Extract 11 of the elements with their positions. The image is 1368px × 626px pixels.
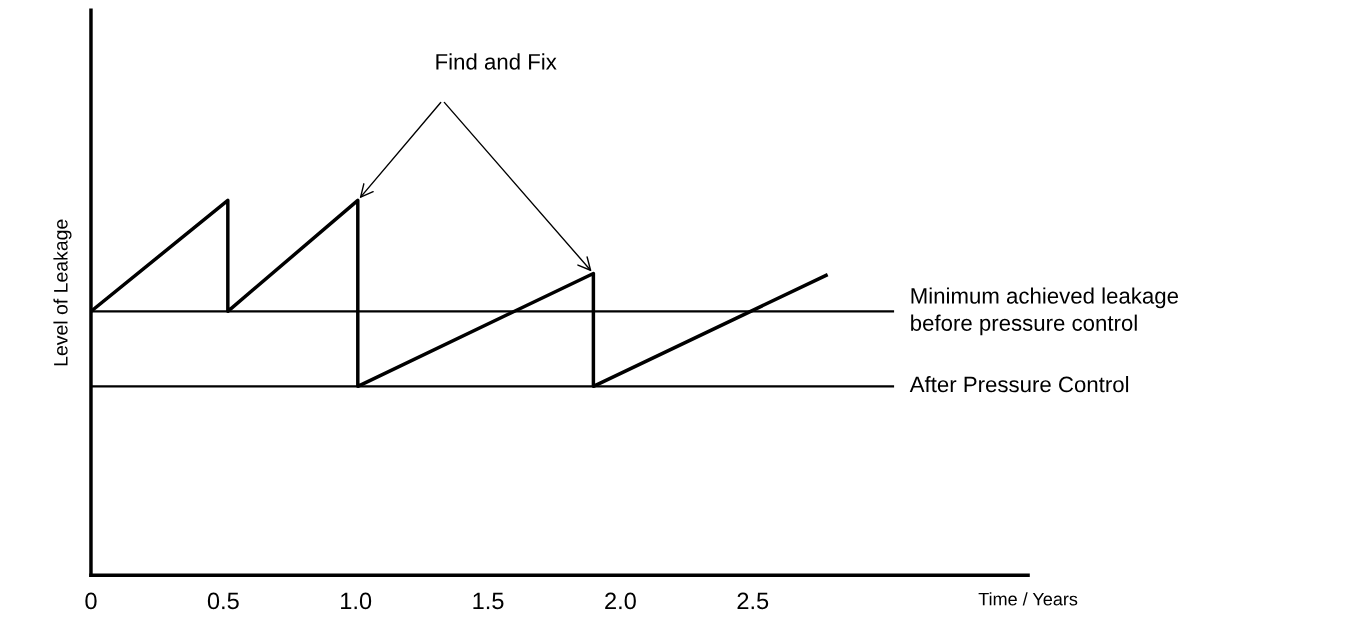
annotation: After Pressure Control — [909, 375, 1129, 393]
x-tick-label: 1.0 — [341, 592, 372, 610]
annotation: Minimum achieved leakage before pressure control — [911, 287, 1178, 336]
x-tick-label: 2.0 — [605, 592, 636, 610]
x-tick-label: 0 — [85, 592, 97, 610]
x-tick-label: 2.5 — [737, 592, 769, 610]
text: Find and Fix — [436, 53, 557, 70]
x-tick-label: 1.5 — [473, 592, 504, 610]
y-axis-title: Level of Leakage — [53, 219, 72, 366]
x-tick-label: 0.5 — [207, 592, 239, 610]
x-axis-title: Time / Years — [978, 592, 1078, 606]
